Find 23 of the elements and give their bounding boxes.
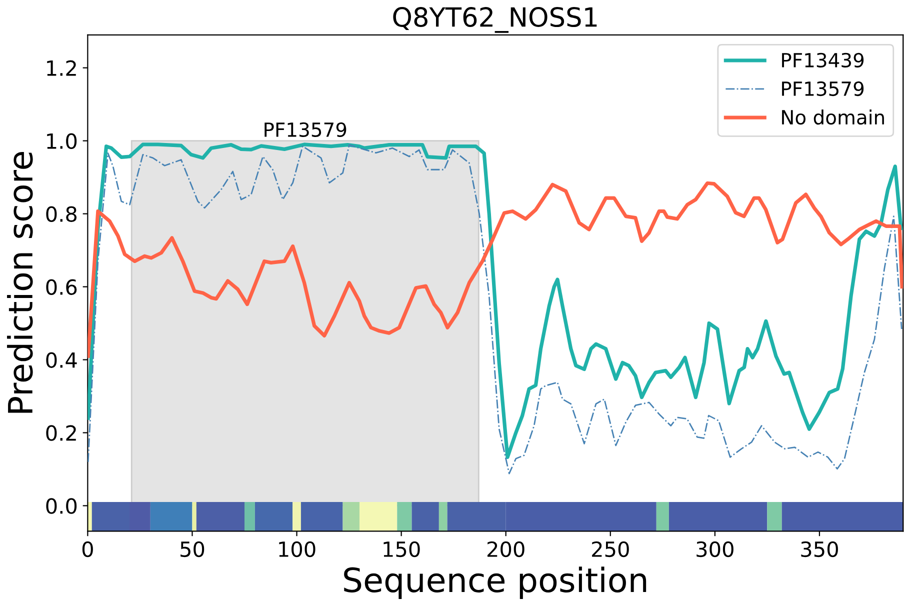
chart-title: Q8YT62_NOSS1: [393, 7, 597, 33]
y-tick-label: 0.4: [46, 352, 77, 368]
x-tick-label: 350: [801, 541, 838, 558]
y-tick-label: 0.2: [46, 425, 76, 441]
line-series: [88, 181, 904, 358]
x-tick-label: 100: [279, 541, 316, 558]
x-tick-label: 50: [180, 541, 204, 558]
y-tick-label: 1.2: [47, 60, 76, 76]
y-tick-label: 1.0: [47, 133, 77, 150]
y-axis-title: Prediction score: [7, 152, 33, 413]
y-tick-label: 0.8: [46, 206, 77, 222]
legend-label: PF13579: [782, 81, 864, 96]
y-tick-label: 0.6: [46, 279, 77, 295]
y-tick-label: 0.0: [46, 498, 77, 514]
legend-label: PF13439: [782, 52, 864, 68]
x-tick-label: 150: [384, 541, 420, 558]
x-tick-label: 0: [82, 541, 93, 558]
legend-label: No domain: [782, 110, 884, 125]
band-label: PF13579: [264, 122, 346, 138]
x-tick-label: 200: [487, 541, 524, 558]
x-axis-title: Sequence position: [344, 566, 646, 599]
x-tick-label: 250: [592, 541, 629, 558]
x-tick-label: 300: [696, 541, 734, 558]
